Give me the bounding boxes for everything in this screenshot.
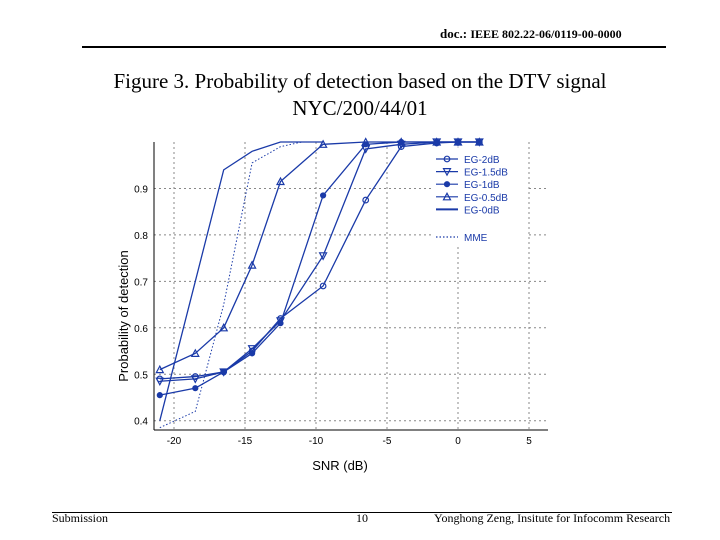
figure-title: Figure 3. Probability of detection based… [0, 68, 720, 122]
data-point [192, 385, 199, 392]
doc-label: doc.: IEEE 802.22-06/0119-00-0000 [440, 26, 622, 42]
x-tick-label: 5 [526, 436, 532, 447]
data-point [275, 176, 286, 186]
data-point [247, 260, 257, 269]
data-point [320, 192, 327, 199]
data-point [443, 155, 451, 163]
series-line [159, 141, 480, 382]
doc-prefix: doc.: [440, 26, 468, 41]
data-point [442, 167, 452, 177]
y-axis-label: Probability of detection [116, 250, 131, 382]
doc-id: IEEE 802.22-06/0119-00-0000 [470, 27, 622, 41]
legend-label: EG-2dB [464, 155, 500, 166]
data-point [442, 192, 452, 201]
legend-label: EG-0dB [464, 205, 500, 216]
data-point [190, 375, 200, 384]
x-tick-label: -5 [383, 436, 392, 447]
data-point [219, 323, 229, 332]
y-tick-label: 0.8 [134, 231, 148, 242]
page-number: 10 [356, 511, 368, 525]
data-point [190, 348, 200, 357]
series-line [159, 141, 324, 421]
data-point [474, 137, 484, 146]
data-point [361, 137, 371, 146]
legend-label: MME [464, 233, 488, 244]
data-point [396, 137, 406, 146]
series-line [159, 141, 324, 429]
data-point [155, 377, 165, 386]
footer-author: Yonghong Zeng, Insitute for Infocomm Res… [434, 511, 671, 525]
data-point [277, 320, 284, 327]
data-point [443, 181, 451, 188]
data-point [220, 368, 227, 376]
y-tick-label: 0.5 [134, 370, 148, 381]
data-point [362, 196, 370, 204]
detection-chart: -20 -15 -10 -5 0 5 0.4 0.5 0.6 0.7 0.8 0.9 SNR (dB) P… [116, 137, 548, 473]
data-point [249, 350, 256, 357]
figure-title-line-2: NYC/200/44/01 [292, 96, 428, 120]
figure-title-line-1: Figure 3. Probability of detection based… [113, 69, 607, 93]
y-tick-label: 0.9 [134, 184, 148, 195]
legend-label: EG-0.5dB [464, 193, 508, 204]
data-point [156, 392, 163, 399]
data-point [155, 364, 165, 374]
series-line [159, 141, 480, 396]
footer-submission: Submission [52, 511, 109, 525]
legend-label: EG-1dB [464, 180, 500, 191]
y-tick-label: 0.4 [134, 417, 148, 428]
data-point [432, 137, 442, 146]
data-point [319, 282, 327, 290]
data-point [247, 345, 257, 354]
y-tick-label: 0.7 [134, 277, 148, 288]
data-point [318, 139, 328, 148]
data-point [453, 137, 463, 146]
legend-label: EG-1.5dB [464, 168, 508, 179]
x-tick-label: 0 [455, 436, 461, 447]
x-tick-label: -15 [238, 436, 253, 447]
y-tick-label: 0.6 [134, 324, 148, 335]
header-rule [82, 46, 666, 48]
x-tick-label: -10 [309, 436, 324, 447]
series-line [159, 141, 480, 371]
x-tick-label: -20 [167, 436, 182, 447]
data-point [318, 252, 328, 261]
x-axis-label: SNR (dB) [312, 458, 368, 473]
footer-rule [52, 512, 672, 513]
